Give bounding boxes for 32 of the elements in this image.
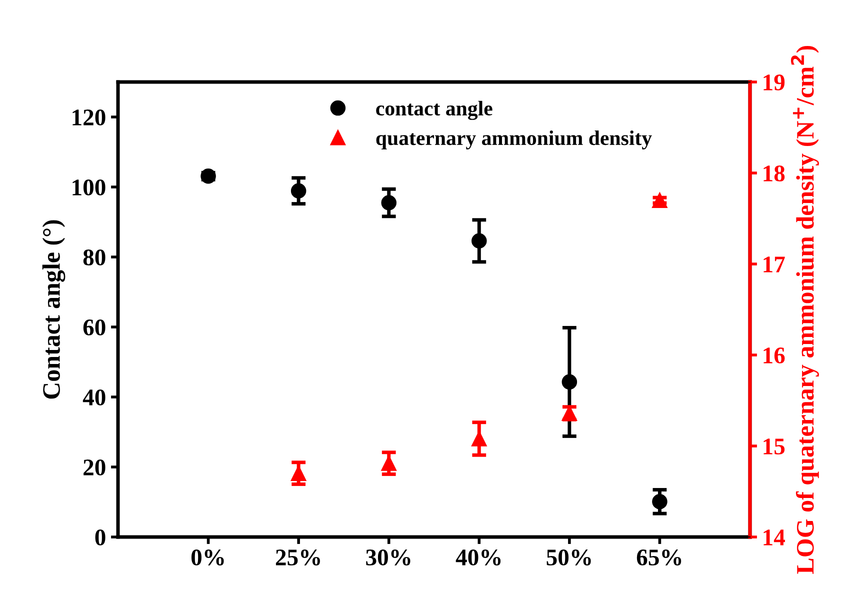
point [290, 183, 306, 198]
y-tick-label: 0 [95, 529, 106, 546]
y-tick-label: 40 [82, 389, 106, 406]
point [562, 374, 578, 390]
y2-tick-label: 18 [764, 165, 785, 182]
point [381, 456, 396, 471]
x-tick-label: 65% [636, 549, 682, 566]
x-tick-label: 50% [546, 549, 591, 566]
point [652, 494, 668, 510]
y2-tick-label: 14 [764, 530, 785, 546]
y-axis-title: Contact angle (°) [42, 220, 66, 399]
y-tick-label: 120 [72, 109, 106, 126]
y-tick-label: 80 [83, 249, 106, 266]
point [472, 431, 487, 446]
x-tick-label: 40% [456, 549, 501, 566]
y-tick-label: 20 [84, 459, 106, 476]
legend-label: contact angle [376, 100, 492, 120]
legend-label: quaternary ammonium density [376, 130, 652, 150]
y2-tick-label: 16 [764, 348, 785, 364]
y-tick-label: 100 [72, 179, 106, 196]
x-tick-label: 0% [191, 549, 224, 566]
point [290, 466, 306, 481]
y2-tick-label: 15 [764, 438, 785, 454]
y2-axis-title: LOG of quaternary ammonium density (N$^{+}$/cm$^{2}$) [790, 46, 819, 574]
x-tick-label: 25% [276, 549, 320, 566]
point [472, 233, 487, 249]
y2-tick-label: 19 [764, 74, 785, 90]
y-tick-label: 60 [83, 319, 106, 336]
x-tick-label: 30% [366, 549, 410, 566]
point [381, 195, 396, 210]
y2-tick-label: 17 [764, 256, 785, 272]
point [652, 192, 668, 208]
